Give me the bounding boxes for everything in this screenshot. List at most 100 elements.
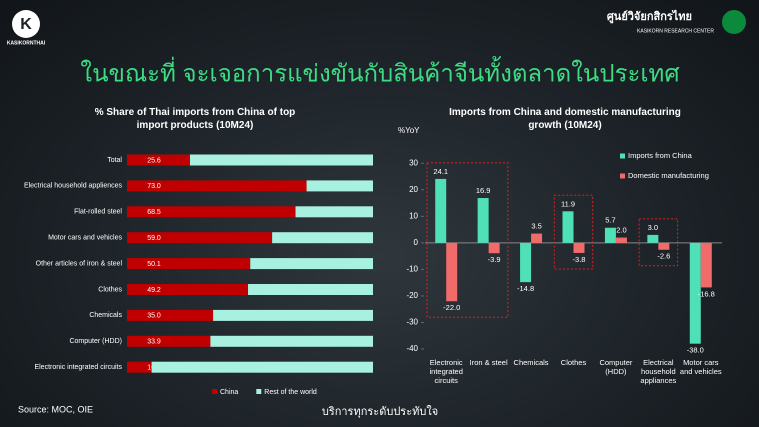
bar-segment <box>127 284 249 295</box>
y-tick-label: -30 <box>406 318 418 327</box>
value-label: -14.8 <box>517 284 534 293</box>
y-tick-label: 20 <box>409 185 418 194</box>
value-label: 73.0 <box>147 183 161 190</box>
bar <box>689 242 701 344</box>
legend-label: Rest of the world <box>264 389 317 396</box>
bar-segment <box>127 232 273 244</box>
bar <box>488 242 500 254</box>
logo-text: KASIKORNTHAI <box>7 40 46 46</box>
bar <box>647 234 659 243</box>
slogan: บริการทุกระดับประทับใจ <box>322 405 438 418</box>
value-label: 68.5 <box>147 209 161 216</box>
org-name: ศูนย์วิจัยกสิกรไทย <box>607 9 692 24</box>
bar-segment <box>250 258 373 270</box>
chart2-title: Imports from China and domestic manufact… <box>449 107 681 131</box>
logo-letter: K <box>20 16 32 33</box>
category-label: Other articles of iron & steel <box>36 260 123 267</box>
value-label: 2.0 <box>616 226 626 235</box>
legend-label: Imports from China <box>628 151 693 160</box>
logo-mark <box>12 10 40 38</box>
category-label: Electrical household appliences <box>24 183 123 190</box>
bar-segment <box>272 232 373 244</box>
bar <box>658 242 670 250</box>
legend-swatch <box>212 389 217 394</box>
bar-segment <box>127 154 190 166</box>
bar-segment <box>295 206 373 218</box>
value-label: 11.9 <box>561 199 575 208</box>
bar <box>435 178 447 243</box>
legend-label: China <box>220 389 238 396</box>
value-label: 24.1 <box>433 167 448 176</box>
page-title: ในขณะที่ จะเจอการแข่งขันกับสินค้าจีนทั้ง… <box>80 55 679 87</box>
bar-segment <box>127 206 296 218</box>
category-label: Clothes <box>98 286 122 293</box>
value-label: -3.8 <box>573 255 586 264</box>
category-label: Computer (HDD) <box>69 338 122 345</box>
bar <box>604 227 616 243</box>
bar-segment <box>127 309 214 321</box>
value-label: 16.9 <box>476 186 491 195</box>
bar <box>562 211 574 243</box>
category-label: Motor cars and vehicles <box>48 235 122 242</box>
org-logo <box>722 10 746 34</box>
category-label: Total <box>107 157 122 164</box>
y-axis-title: %YoY <box>398 126 420 135</box>
bar-segment <box>127 180 307 192</box>
value-label: 49.2 <box>147 287 161 294</box>
bar <box>573 242 585 253</box>
bar <box>520 242 532 283</box>
bar <box>531 233 543 243</box>
bar-segment <box>210 335 373 347</box>
value-label: -3.9 <box>488 255 501 264</box>
value-label: 59.0 <box>147 235 161 242</box>
bar <box>700 242 712 288</box>
bar-segment <box>213 309 373 321</box>
legend-swatch <box>256 389 262 394</box>
y-tick-label: -10 <box>406 265 418 274</box>
value-label: -16.8 <box>698 289 715 298</box>
value-label: 33.9 <box>147 339 161 346</box>
y-tick-label: -40 <box>406 344 418 353</box>
category-label: Electrical household appliances <box>640 358 677 385</box>
category-label: Computer (HDD) <box>599 358 633 376</box>
category-label: Electronic integrated circuits <box>34 364 122 371</box>
source: Source: MOC, OIE <box>18 404 93 414</box>
value-label: 50.1 <box>147 261 161 268</box>
org-subtitle: KASIKORN RESEARCH CENTER <box>637 28 714 34</box>
category-label: Iron & steel <box>469 358 508 367</box>
bar <box>477 198 489 243</box>
bar-segment <box>127 335 211 347</box>
bar-segment <box>189 154 373 166</box>
y-tick-label: 10 <box>409 211 418 220</box>
category-label: Electronic integrated circuits <box>429 358 463 385</box>
y-tick-label: -20 <box>406 291 418 300</box>
bar-segment <box>248 284 373 295</box>
bar <box>615 237 627 243</box>
bar-segment <box>151 361 373 373</box>
chart1-title: % Share of Thai imports from China of to… <box>94 107 296 131</box>
value-label: 3.0 <box>648 223 658 232</box>
y-tick-label: 0 <box>414 238 419 247</box>
value-label: -2.6 <box>657 252 670 261</box>
value-label: 25.6 <box>147 157 161 164</box>
category-label: Clothes <box>560 358 587 367</box>
highlight-box <box>638 218 679 267</box>
value-label: -38.0 <box>687 346 704 355</box>
value-label: 5.7 <box>605 216 615 225</box>
bar-segment <box>127 258 251 270</box>
bar-segment <box>127 361 152 373</box>
value-label: 3.5 <box>531 222 541 231</box>
bar-segment <box>306 180 373 192</box>
legend-swatch <box>620 173 625 179</box>
category-label: Flat-rolled steel <box>74 209 122 216</box>
legend-swatch <box>620 153 625 159</box>
value-label: 35.0 <box>147 313 161 320</box>
highlight-box <box>426 162 509 318</box>
y-tick-label: 30 <box>409 158 418 167</box>
value-label: -22.0 <box>443 303 460 312</box>
category-label: Chemicals <box>513 358 549 367</box>
category-label: Motor cars and vehicles <box>679 358 722 376</box>
legend-label: Domestic manufacturing <box>628 171 709 180</box>
